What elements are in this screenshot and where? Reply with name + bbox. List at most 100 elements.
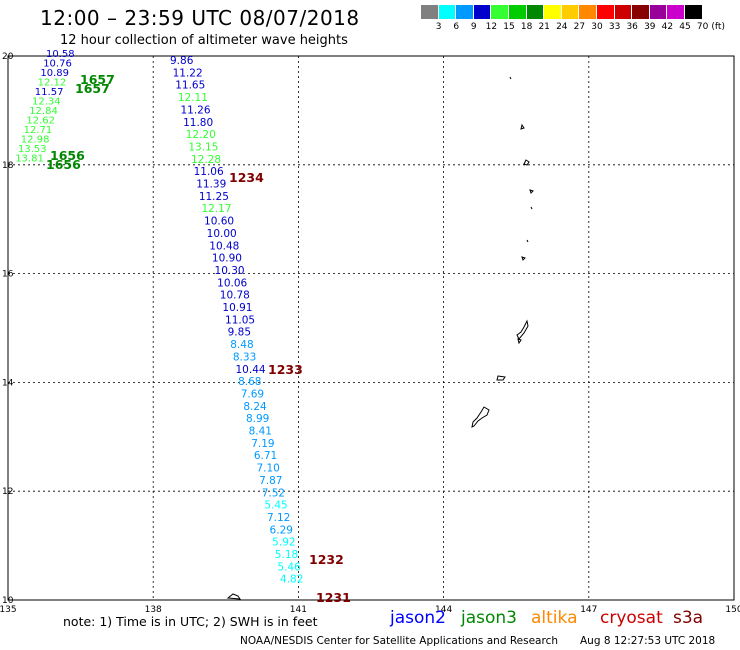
wave-height-value: 10.76: [43, 59, 72, 70]
legend-swatch: [596, 5, 615, 19]
color-legend: [421, 5, 703, 19]
wave-height-value: 10.58: [46, 49, 75, 60]
island-alamagan: [529, 189, 534, 194]
y-tick-label: 14: [2, 378, 14, 388]
island-guguan: [530, 206, 533, 210]
pass-label: 1656: [46, 157, 81, 172]
pass-label: 1232: [309, 552, 344, 567]
satellite-jason2: jason2: [390, 608, 446, 628]
wave-height-value: 12.12: [38, 78, 67, 89]
wave-height-value: 13.15: [188, 141, 218, 153]
footer-credit: NOAA/NESDIS Center for Satellite Applica…: [240, 635, 558, 647]
wave-height-value: 10.91: [222, 302, 252, 314]
island-south-small: [226, 593, 241, 600]
wave-height-value: 10.90: [212, 253, 242, 265]
wave-height-value: 9.86: [170, 55, 194, 67]
wave-height-value: 12.11: [178, 92, 208, 104]
legend-swatch: [544, 5, 562, 19]
legend-label: 39: [644, 22, 656, 32]
color-legend-labels: 3 6 9 12 15 18 21 24 27 30 33 36 39 42 45 70 (ft): [421, 22, 740, 34]
island-pagan: [523, 159, 530, 166]
wave-height-value: 7.69: [241, 388, 264, 400]
wave-height-value: 12.20: [186, 129, 216, 141]
legend-label: (ft): [711, 22, 725, 32]
island-asuncion: [509, 76, 512, 80]
wave-height-value: 5.45: [264, 500, 287, 512]
axis-labels: 135 138 141 144 147 150 20 18 16 14 12 10: [0, 52, 740, 615]
wave-height-value: 11.22: [173, 67, 203, 79]
legend-swatch: [456, 5, 474, 19]
wave-height-value: 10.00: [207, 228, 237, 240]
wave-height-value: 11.25: [199, 191, 229, 203]
wave-height-value: 8.68: [238, 376, 261, 388]
legend-label: 36: [626, 22, 638, 32]
wave-height-value: 12.98: [21, 135, 50, 146]
footer-note: note: 1) Time is in UTC; 2) SWH is in fe…: [63, 614, 318, 629]
legend-swatch: [649, 5, 668, 19]
legend-label: 21: [538, 22, 550, 32]
island-saipan: [516, 319, 529, 340]
pass-label: 1231: [316, 590, 351, 605]
island-tinian: [517, 338, 522, 345]
wave-height-value: 11.39: [196, 179, 226, 191]
legend-label: 9: [470, 22, 477, 32]
legend-label: 3: [435, 22, 442, 32]
jason2-track-main: 9.8611.2211.6512.1111.2611.8012.2013.151…: [170, 55, 303, 586]
wave-height-value: 13.81: [15, 154, 44, 165]
legend-swatch: [614, 5, 633, 19]
legend-label: 33: [608, 22, 621, 32]
footer-timestamp: Aug 8 12:27:53 UTC 2018: [580, 635, 716, 647]
wave-height-value: 8.99: [246, 413, 269, 425]
y-tick-label: 12: [2, 487, 13, 497]
wave-height-value: 4.82: [280, 574, 303, 586]
y-tick-label: 18: [2, 161, 14, 171]
satellite-cryosat: cryosat: [600, 608, 663, 628]
wave-height-value: 11.05: [225, 314, 255, 326]
y-tick-label: 20: [2, 52, 14, 62]
wave-height-value: 11.06: [194, 166, 224, 178]
legend-label: 15: [503, 22, 515, 32]
legend-label: 45: [679, 22, 691, 32]
wave-height-value: 7.19: [251, 438, 274, 450]
island-sarigan: [526, 239, 529, 243]
island-coastlines: [226, 76, 534, 600]
legend-label: 70: [696, 22, 709, 32]
page-title: 12:00 – 23:59 UTC 08/07/2018: [40, 6, 360, 30]
wave-height-value: 12.71: [24, 125, 53, 136]
legend-label: 27: [573, 22, 586, 32]
wave-height-value: 13.53: [18, 144, 47, 155]
legend-swatch: [561, 5, 580, 19]
wave-height-value: 10.06: [217, 277, 247, 289]
wave-height-value: 8.33: [233, 351, 256, 363]
legend-swatch: [684, 5, 703, 19]
wave-height-value: 7.52: [262, 487, 285, 499]
island-agrihan: [520, 123, 525, 130]
wave-height-value: 5.46: [277, 561, 301, 573]
wave-height-value: 12.34: [32, 97, 61, 108]
jason3-track-left: 10.5810.7610.8912.1211.5712.3412.8412.62…: [15, 49, 74, 165]
x-tick-label: 144: [435, 605, 452, 615]
legend-label: 6: [453, 22, 460, 32]
island-guam: [471, 406, 490, 428]
legend-swatch: [473, 5, 492, 19]
wave-height-value: 10.60: [204, 216, 234, 228]
pass-label: 1234: [229, 170, 264, 185]
y-tick-label: 16: [2, 270, 14, 280]
wave-height-value: 5.18: [275, 549, 298, 561]
legend-swatch: [526, 5, 545, 19]
legend-label: 42: [661, 22, 674, 32]
legend-swatch: [438, 5, 457, 19]
legend-swatch: [632, 5, 650, 19]
wave-height-value: 10.78: [220, 290, 250, 302]
wave-height-value: 10.30: [215, 265, 245, 277]
island-rota: [496, 375, 506, 381]
pass-label: 1657: [75, 81, 110, 96]
y-tick-label: 10: [2, 596, 14, 606]
wave-height-value: 11.80: [183, 117, 213, 129]
x-tick-label: 141: [290, 605, 307, 615]
wave-height-value: 10.44: [236, 364, 266, 376]
x-tick-label: 147: [580, 605, 597, 615]
satellite-jason3: jason3: [461, 608, 517, 628]
